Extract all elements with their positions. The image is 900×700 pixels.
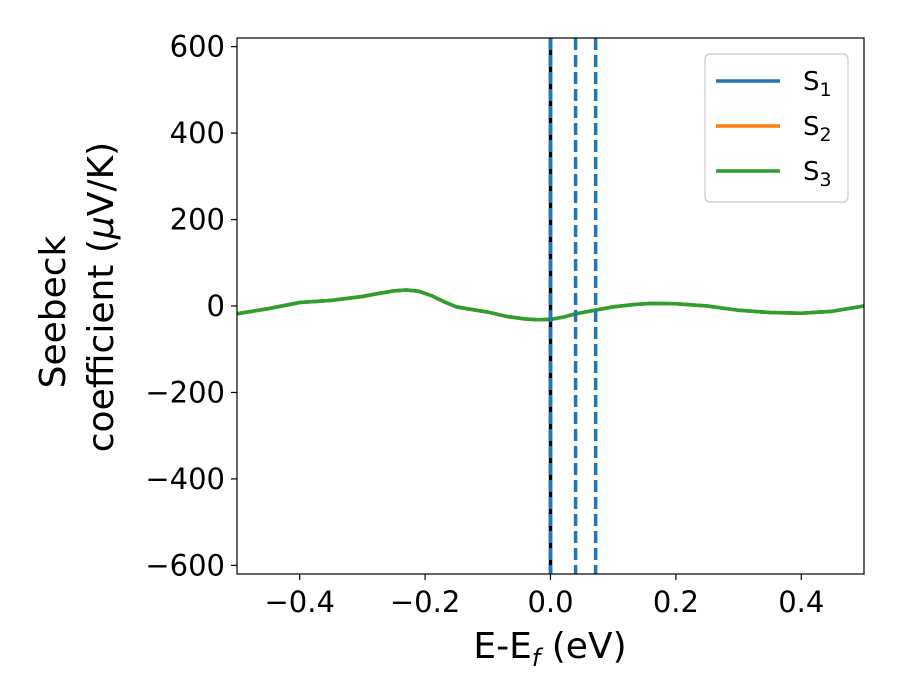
x-tick-label: 0.4 [778,585,824,619]
y-axis-title-line1: Seebeck [33,235,74,388]
legend-label-2: S2 [803,112,832,146]
series-line-3 [237,288,864,322]
y-tick-label: 0 [207,289,225,323]
y-axis-title: Seebeck coefficient (μV/K) [33,142,122,452]
legend: S1 S2 S3 [704,53,849,203]
plot-area [237,288,864,322]
y-tick-label: 600 [170,30,225,64]
y-tick-label: −600 [145,548,225,582]
reference-lines [548,38,598,574]
y-axis-ticks: 600 400 200 0 −200 −400 −600 [145,30,237,582]
x-tick-label: −0.2 [390,585,460,619]
legend-label-1: S1 [803,67,832,101]
y-tick-label: 200 [170,203,225,237]
x-axis-title: E-Ef (eV) [473,626,626,672]
y-tick-label: −400 [145,462,225,496]
y-tick-label: 400 [170,116,225,150]
x-axis-ticks: −0.4 −0.2 0.0 0.2 0.4 [264,574,824,619]
x-tick-label: 0.0 [527,585,573,619]
x-tick-label: −0.4 [264,585,334,619]
legend-label-3: S3 [803,157,832,191]
y-tick-label: −200 [145,375,225,409]
y-axis-title-line2: coefficient (μV/K) [81,142,122,452]
legend-box [704,53,849,203]
x-tick-label: 0.2 [653,585,699,619]
